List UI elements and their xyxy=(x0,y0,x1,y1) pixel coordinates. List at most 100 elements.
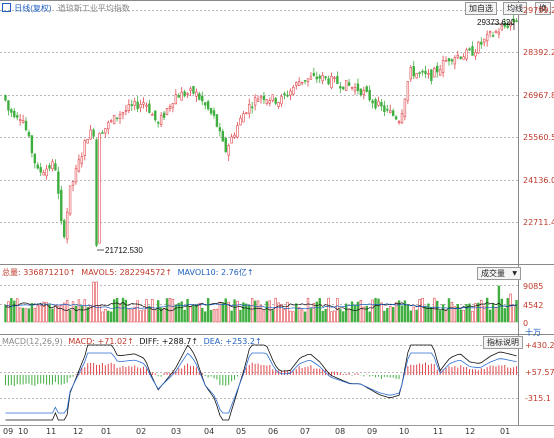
candle-body xyxy=(107,122,110,130)
candle-body xyxy=(253,97,257,106)
volume-bar xyxy=(377,298,380,323)
indicator-dropdown-label: 成交量 xyxy=(481,269,505,278)
volume-bar xyxy=(180,301,183,323)
volume-bar xyxy=(289,310,292,323)
volume-bar xyxy=(224,298,227,323)
volume-bar xyxy=(300,309,304,323)
price-axis-label: 25560.56 xyxy=(523,133,554,142)
volume-panel[interactable]: 总量: 336871210↑ MAVOL5: 282294572↑ MAVOL1… xyxy=(0,265,554,337)
candle-body xyxy=(415,73,418,79)
chart-header: 日线(复权) 道琼斯工业平均指数 xyxy=(2,3,130,14)
candle-body xyxy=(4,95,7,101)
candle-body xyxy=(450,59,454,62)
candle-body xyxy=(206,101,210,110)
volume-bar xyxy=(18,307,22,323)
month-label: 03 xyxy=(171,427,182,436)
candle-body xyxy=(515,20,518,23)
candle-body xyxy=(24,120,28,131)
candle-body xyxy=(157,122,160,124)
volume-bar xyxy=(259,305,263,323)
macd-legend: MACD(12,26,9) MACD: +71.02↑ DIFF: +288.7… xyxy=(2,337,262,346)
volume-chart[interactable] xyxy=(0,265,554,335)
volume-bar xyxy=(295,303,298,323)
macd-panel[interactable]: MACD(12,26,9) MACD: +71.02↑ DIFF: +288.7… xyxy=(0,335,554,425)
month-label: 10 xyxy=(399,427,410,436)
candle-body xyxy=(203,102,207,106)
volume-bar xyxy=(450,301,454,323)
switch-button[interactable]: 换 xyxy=(535,2,551,15)
candle-body xyxy=(198,93,201,100)
candle-body xyxy=(101,132,104,134)
volume-bar xyxy=(239,309,242,323)
candle-body xyxy=(74,167,78,183)
macd-chart[interactable] xyxy=(0,335,554,425)
volume-bar xyxy=(465,304,468,323)
candle-body xyxy=(474,52,477,57)
volume-bar xyxy=(453,306,457,323)
candle-body xyxy=(300,81,304,84)
candle-body xyxy=(245,112,248,114)
volume-bar xyxy=(330,311,333,323)
candle-body xyxy=(303,80,307,82)
candlestick-chart[interactable] xyxy=(0,0,554,265)
volume-bar xyxy=(283,309,286,323)
volume-bar xyxy=(459,309,462,323)
volume-bar xyxy=(212,309,216,323)
volume-bar xyxy=(441,304,445,323)
moving-average-button[interactable]: 均线 xyxy=(503,2,527,15)
volume-bar xyxy=(195,304,198,323)
mavol10-line xyxy=(5,303,517,310)
candle-body xyxy=(212,110,216,116)
volume-bar xyxy=(24,308,28,323)
volume-bar xyxy=(365,305,368,323)
volume-bar xyxy=(471,310,474,323)
volume-bar xyxy=(444,309,448,323)
candle-body xyxy=(139,104,142,108)
rights-label[interactable]: 日线(复权) xyxy=(14,4,52,13)
candle-body xyxy=(48,165,51,169)
candle-body xyxy=(424,70,427,74)
volume-bar xyxy=(356,301,360,323)
price-panel[interactable]: 日线(复权) 道琼斯工业平均指数 加自选 均线 换 29799.22 28392… xyxy=(0,0,554,265)
candle-body xyxy=(171,103,175,109)
candle-body xyxy=(503,22,506,27)
candle-body xyxy=(497,31,501,35)
mavol5-value: MAVOL5: 282294572↑ xyxy=(81,268,173,277)
volume-bar xyxy=(65,300,69,323)
candle-body xyxy=(333,77,336,79)
candle-body xyxy=(356,83,360,91)
candle-body xyxy=(63,220,66,238)
volume-bar xyxy=(203,311,207,323)
volume-bar xyxy=(315,301,319,323)
candle-body xyxy=(86,138,89,144)
candle-body xyxy=(327,78,330,85)
volume-bar xyxy=(183,309,186,323)
volume-bar xyxy=(430,306,433,323)
rights-icon[interactable] xyxy=(2,3,11,12)
volume-bar xyxy=(456,304,459,323)
indicator-help-button[interactable]: 指标说明 xyxy=(483,336,523,349)
candle-body xyxy=(71,181,75,186)
candle-body xyxy=(512,18,515,22)
volume-bar xyxy=(262,310,266,323)
volume-bar xyxy=(309,308,313,323)
volume-bar xyxy=(33,307,37,323)
candle-body xyxy=(336,76,339,84)
candle-body xyxy=(368,89,371,101)
volume-bar xyxy=(121,297,125,323)
volume-bar xyxy=(4,304,7,323)
candle-body xyxy=(248,104,251,114)
candle-body xyxy=(418,72,421,74)
candle-body xyxy=(54,163,57,171)
volume-bar xyxy=(7,301,10,323)
add-watchlist-button[interactable]: 加自选 xyxy=(465,2,497,15)
volume-bar xyxy=(168,297,172,323)
volume-bar xyxy=(400,305,404,323)
candle-body xyxy=(68,185,72,215)
volume-bar xyxy=(394,302,398,323)
volume-bar xyxy=(268,300,272,323)
indicator-dropdown[interactable]: 成交量 ▼ xyxy=(477,267,521,280)
volume-bar xyxy=(107,310,110,323)
month-label: 01 xyxy=(500,427,511,436)
candle-body xyxy=(359,88,363,96)
